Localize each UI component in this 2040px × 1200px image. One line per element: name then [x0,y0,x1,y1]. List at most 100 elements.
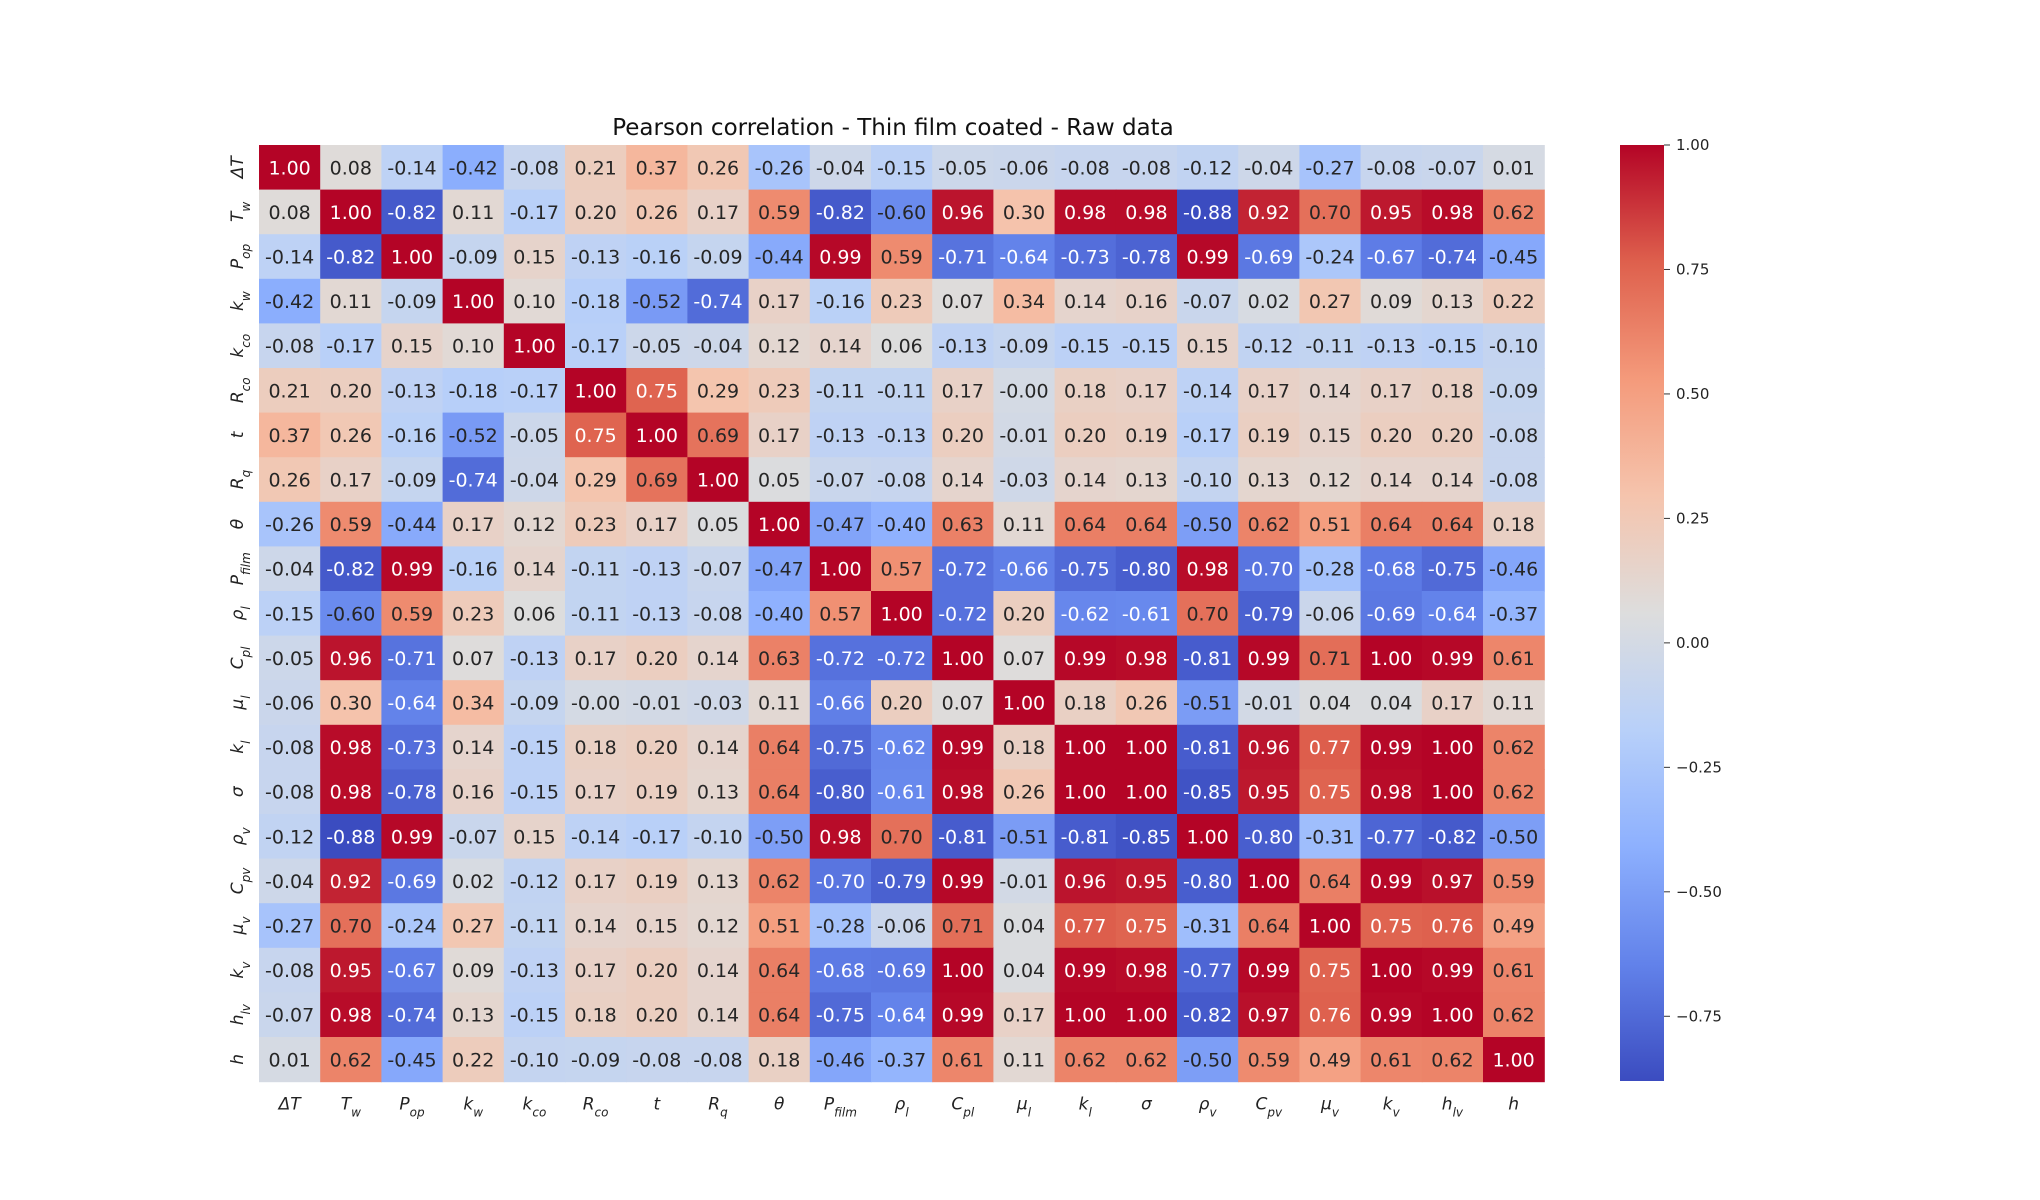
heatmap-cell [1177,368,1239,414]
cell-value-label: -0.15 [1061,336,1110,358]
heatmap-cell [259,769,321,815]
heatmap-cell [687,858,750,904]
heatmap-cell [1483,814,1545,860]
heatmap-cell [1054,323,1117,369]
y-tick-label: kw [228,291,253,311]
heatmap-cell [748,680,811,726]
cell-value-label: 0.19 [1248,425,1290,447]
cell-value-label: -0.74 [693,291,742,313]
heatmap-cell [1483,546,1545,592]
heatmap-cell [381,412,444,458]
heatmap-cell [1115,323,1178,369]
cell-value-label: -0.12 [1183,157,1232,179]
heatmap-cell [1054,278,1117,324]
heatmap-cell [1177,903,1239,949]
cell-value-label: -0.04 [1244,157,1293,179]
heatmap-cell [993,858,1056,904]
cell-value-label: -0.05 [632,336,681,358]
cell-value-label: 0.61 [942,1049,984,1071]
heatmap-cell [1115,234,1178,280]
cell-value-label: 0.14 [942,470,984,492]
cell-value-label: 0.04 [1003,960,1045,982]
cell-value-label: -0.08 [265,960,314,982]
heatmap-cell [320,546,382,592]
heatmap-cell [809,234,872,280]
cell-value-label: -0.09 [449,247,498,269]
heatmap-cell [259,457,321,503]
heatmap-cell [442,546,505,592]
heatmap-cell [871,591,933,637]
heatmap-cell [1238,412,1300,458]
heatmap-cell [809,189,872,235]
cell-value-label: -0.47 [755,559,804,581]
cell-value-label: -0.61 [877,782,926,804]
heatmap-cell [993,1037,1056,1083]
heatmap-cell [503,412,566,458]
heatmap-cell [932,992,994,1038]
cell-value-label: -0.09 [999,336,1048,358]
heatmap-cell [503,189,566,235]
heatmap-cell [320,769,382,815]
cell-value-label: 0.57 [819,603,861,625]
heatmap-cell [1360,501,1423,547]
cell-value-label: 0.29 [697,380,739,402]
cell-value-label: 0.98 [1431,202,1473,224]
heatmap-cell [503,457,566,503]
heatmap-cell [748,992,811,1038]
heatmap-cell [809,1037,872,1083]
cell-value-label: 0.04 [1370,693,1412,715]
heatmap-cell [1238,234,1300,280]
cell-value-label: 0.99 [819,247,861,269]
heatmap-cell [871,145,933,191]
heatmap-cell [1421,858,1484,904]
cell-value-label: 0.29 [574,470,616,492]
heatmap-cell [1299,323,1362,369]
y-tick-label: ρl [228,606,253,621]
heatmap-cell [1360,769,1423,815]
cell-value-label: 0.62 [758,871,800,893]
cell-value-label: -0.46 [1489,559,1538,581]
cell-value-label: 1.00 [452,291,494,313]
heatmap-cell [320,724,382,770]
heatmap-cell [1421,412,1484,458]
cell-value-label: 0.75 [1309,782,1351,804]
heatmap-cell [687,412,750,458]
cell-value-label: 0.20 [942,425,984,447]
heatmap-cell [993,635,1056,681]
cell-value-label: 0.34 [452,693,494,715]
heatmap-cell [809,145,872,191]
cell-value-label: 1.00 [1431,1005,1473,1027]
cell-value-label: -0.67 [1367,247,1416,269]
heatmap-cell [442,501,505,547]
cell-value-label: -0.11 [816,380,865,402]
heatmap-cell [1115,769,1178,815]
cell-value-label: 0.30 [1003,202,1045,224]
heatmap-cell [442,412,505,458]
cell-value-label: -0.11 [571,559,620,581]
y-tick-label: μl [228,695,253,711]
heatmap-cell [1177,992,1239,1038]
cell-value-label: -0.73 [387,737,436,759]
heatmap-cell [442,234,505,280]
cell-value-label: 0.99 [1064,960,1106,982]
cell-value-label: 0.18 [1064,693,1106,715]
cell-value-label: 0.17 [697,202,739,224]
heatmap-cell [626,546,688,592]
heatmap-cell [1054,368,1117,414]
cell-value-label: 0.13 [697,782,739,804]
cell-value-label: 1.00 [1248,871,1290,893]
heatmap-cell [1360,412,1423,458]
cell-value-label: -0.16 [449,559,498,581]
cell-value-label: -0.44 [387,514,436,536]
heatmap-cell [320,814,382,860]
cell-value-label: 0.06 [513,603,555,625]
cell-value-label: -0.07 [816,470,865,492]
heatmap-cell [993,546,1056,592]
cell-value-label: 0.02 [452,871,494,893]
heatmap-cell [1115,457,1178,503]
heatmap-cell [381,635,444,681]
cell-value-label: 1.00 [1186,826,1228,848]
cell-value-label: -0.08 [1061,157,1110,179]
cell-value-label: 0.14 [1431,470,1473,492]
cell-value-label: 0.62 [1492,1005,1534,1027]
